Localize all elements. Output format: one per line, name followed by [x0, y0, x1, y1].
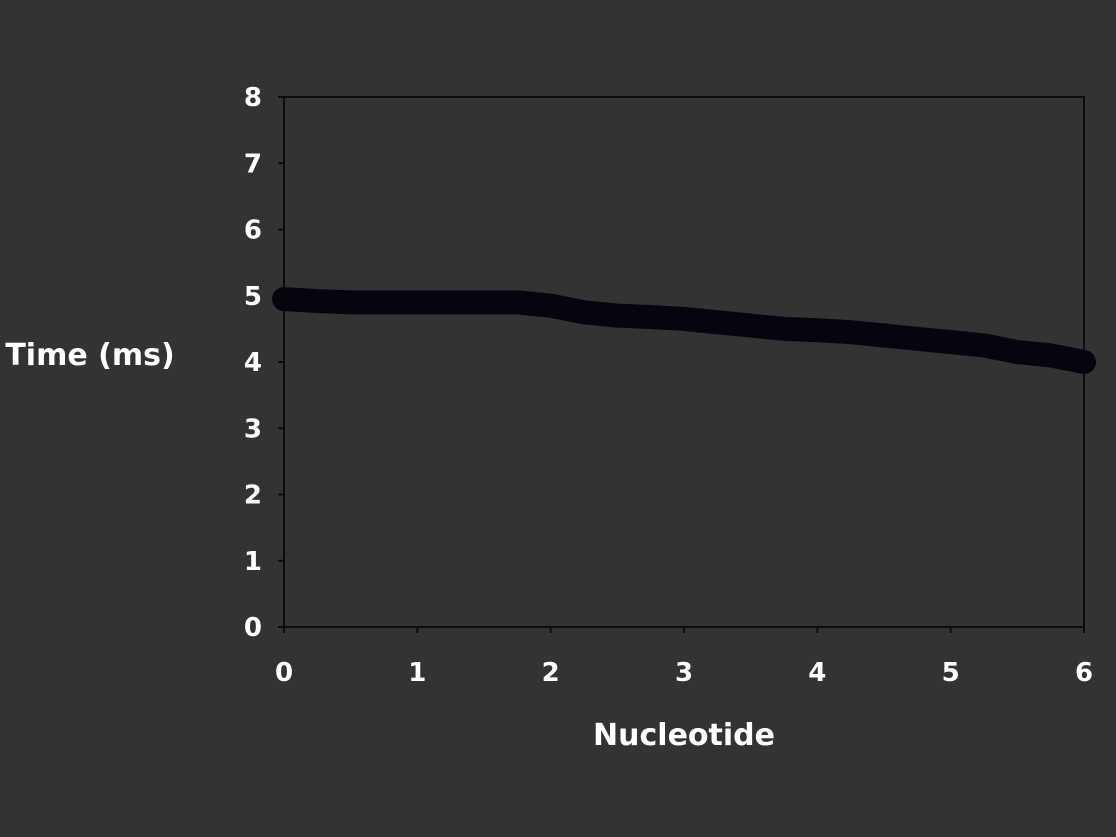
data-point	[614, 312, 621, 319]
data-point	[747, 322, 754, 329]
y-tick-label: 6	[244, 216, 262, 246]
data-point	[514, 299, 521, 306]
data-point	[681, 315, 687, 322]
y-tick-label: 3	[244, 414, 262, 444]
data-point	[447, 299, 454, 306]
data-point	[281, 296, 287, 303]
x-axis: 0 1 2 3 4 5 6	[275, 627, 1093, 688]
data-point	[647, 313, 654, 320]
y-tick-label: 7	[244, 149, 262, 179]
data-point	[414, 299, 421, 306]
data-point	[314, 298, 321, 305]
data-point	[481, 299, 487, 306]
y-tick-label: 2	[244, 481, 262, 511]
data-point	[814, 327, 821, 334]
x-tick-label: 4	[808, 658, 826, 688]
data-point	[781, 325, 787, 332]
data-point	[347, 299, 354, 306]
x-tick-label: 3	[675, 658, 693, 688]
data-point	[1081, 359, 1087, 365]
data-point	[981, 342, 987, 349]
x-tick-label: 5	[942, 658, 960, 688]
data-point	[881, 332, 887, 339]
y-tick-label: 8	[244, 83, 262, 113]
data-point	[714, 319, 721, 326]
data-point	[547, 302, 554, 309]
y-axis-label: Time (ms)	[5, 338, 174, 373]
y-tick-label: 1	[244, 547, 262, 577]
data-point	[581, 309, 587, 316]
data-point	[914, 335, 921, 342]
data-point	[847, 329, 854, 336]
y-axis: 0 1 2 3 4 5 6 7 8	[244, 83, 284, 643]
y-tick-label: 4	[244, 348, 262, 378]
series-layer	[272, 287, 1096, 374]
y-tick-label: 0	[244, 613, 262, 643]
data-point	[1047, 352, 1054, 359]
data-point	[381, 299, 387, 306]
x-tick-label: 1	[408, 658, 426, 688]
data-point	[947, 339, 954, 346]
y-tick-label: 5	[244, 282, 262, 312]
x-axis-label: Nucleotide	[593, 718, 775, 753]
x-tick-label: 6	[1075, 658, 1093, 688]
x-tick-label: 2	[542, 658, 560, 688]
x-tick-label: 0	[275, 658, 293, 688]
data-point	[1014, 349, 1021, 356]
